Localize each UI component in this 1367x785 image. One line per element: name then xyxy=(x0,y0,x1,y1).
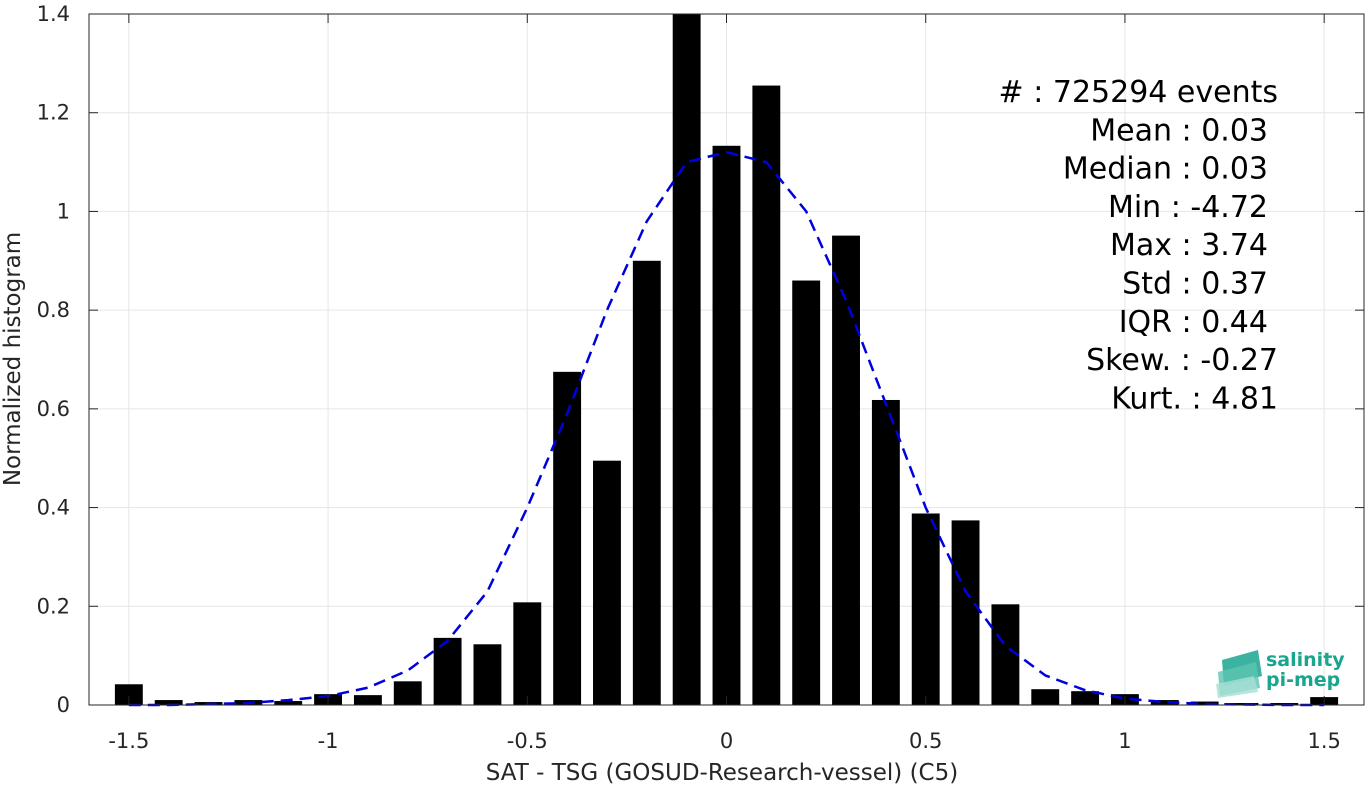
stat-line: Kurt. : 4.81 xyxy=(1111,381,1278,416)
histogram-bar xyxy=(1190,701,1219,705)
salinity-pi-mep-logo: salinity pi-mep xyxy=(1216,649,1345,698)
x-axis-label: SAT - TSG (GOSUD-Research-vessel) (C5) xyxy=(486,760,958,785)
stat-line: Mean : 0.03 xyxy=(1090,113,1268,148)
histogram-bar xyxy=(712,145,741,705)
histogram-bar xyxy=(672,14,701,705)
logo-line2: pi-mep xyxy=(1266,669,1340,691)
x-tick-label: -0.5 xyxy=(507,729,548,753)
y-tick-label: 1.2 xyxy=(37,101,70,125)
stat-line: Min : -4.72 xyxy=(1108,190,1268,225)
x-tick-labels: -1.5 -1 -0.5 0 0.5 1 1.5 xyxy=(108,729,1341,753)
histogram-bar xyxy=(433,637,462,705)
histogram-bars xyxy=(114,14,1339,705)
histogram-bar xyxy=(154,700,183,705)
histogram-bar xyxy=(1031,689,1060,705)
stat-line: IQR : 0.44 xyxy=(1119,305,1268,340)
wave-icon xyxy=(1216,650,1262,698)
stat-line: Max : 3.74 xyxy=(1110,228,1268,263)
histogram-bar xyxy=(752,85,781,705)
y-axis-label: Normalized histogram xyxy=(0,232,26,486)
x-tick-label: -1.5 xyxy=(108,729,149,753)
histogram-bar xyxy=(114,684,143,705)
histogram-bar xyxy=(871,399,900,705)
histogram-bar xyxy=(832,235,860,705)
y-tick-label: 0.8 xyxy=(37,298,70,322)
axes-frame xyxy=(88,13,1365,706)
x-tick-label: 0 xyxy=(720,729,733,753)
histogram-bar xyxy=(792,280,821,705)
x-tick-label: -1 xyxy=(318,729,339,753)
y-tick-label: 0.2 xyxy=(37,594,70,618)
histogram-bar xyxy=(593,460,621,705)
histogram-bar xyxy=(274,701,303,705)
histogram-bar xyxy=(353,695,382,705)
y-tick-label: 0.6 xyxy=(37,397,70,421)
stat-line: # : 725294 events xyxy=(999,75,1278,110)
x-tick-label: 1.5 xyxy=(1307,729,1340,753)
histogram-bar xyxy=(553,371,582,705)
histogram-bar xyxy=(1071,691,1100,705)
histogram-bar xyxy=(473,644,502,705)
histogram-bar xyxy=(632,260,661,705)
histogram-bar xyxy=(911,513,940,705)
histogram-bar xyxy=(991,604,1020,705)
y-tick-label: 1 xyxy=(57,199,70,223)
histogram-bar xyxy=(1150,700,1179,705)
x-tick-label: 1 xyxy=(1118,729,1131,753)
logo-line1: salinity xyxy=(1266,649,1345,671)
stat-line: Skew. : -0.27 xyxy=(1086,343,1278,378)
y-tick-label: 0.4 xyxy=(37,496,70,520)
y-tick-label: 0 xyxy=(57,693,70,717)
stat-line: Median : 0.03 xyxy=(1063,152,1268,187)
y-tick-labels: 0 0.2 0.4 0.6 0.8 1 1.2 1.4 xyxy=(37,2,70,717)
histogram-bar xyxy=(513,602,542,705)
histogram-bar xyxy=(393,681,422,705)
histogram-bar xyxy=(951,520,980,705)
y-tick-label: 1.4 xyxy=(37,2,70,26)
stat-line: Std : 0.37 xyxy=(1122,267,1268,302)
x-tick-label: 0.5 xyxy=(909,729,942,753)
